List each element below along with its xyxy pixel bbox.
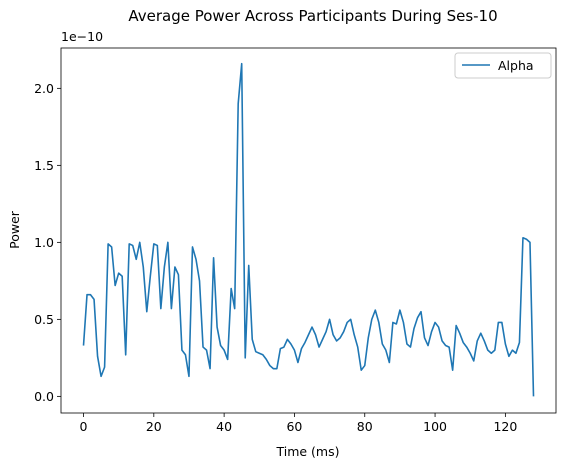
x-axis-label: Time (ms) [275, 444, 339, 459]
series-line-alpha [82, 62, 535, 397]
legend-label-alpha: Alpha [498, 58, 534, 73]
y-tick-label: 2.0 [34, 81, 54, 96]
x-axis-ticks: 0 20 40 60 80 100 120 [80, 413, 517, 434]
legend-box [454, 52, 552, 79]
x-tick-label: 20 [146, 419, 162, 434]
x-tick-label: 0 [80, 419, 88, 434]
legend: Alpha [454, 52, 552, 79]
y-tick-label: 0.5 [34, 312, 54, 327]
plot-area [61, 48, 556, 413]
x-tick-label: 60 [286, 419, 302, 434]
y-tick-label: 1.5 [34, 158, 54, 173]
y-axis-offset-label: 1e−10 [61, 29, 103, 44]
x-tick-label: 100 [423, 419, 447, 434]
y-tick-label: 0.0 [34, 389, 54, 404]
plot-frame [60, 47, 557, 414]
chart-title: Average Power Across Participants During… [128, 7, 497, 25]
x-tick-label: 80 [357, 419, 373, 434]
y-axis-ticks: 0.0 0.5 1.0 1.5 2.0 [34, 81, 61, 404]
y-axis-label: Power [7, 210, 22, 249]
x-tick-label: 40 [216, 419, 232, 434]
y-tick-label: 1.0 [34, 235, 54, 250]
x-tick-label: 120 [493, 419, 517, 434]
